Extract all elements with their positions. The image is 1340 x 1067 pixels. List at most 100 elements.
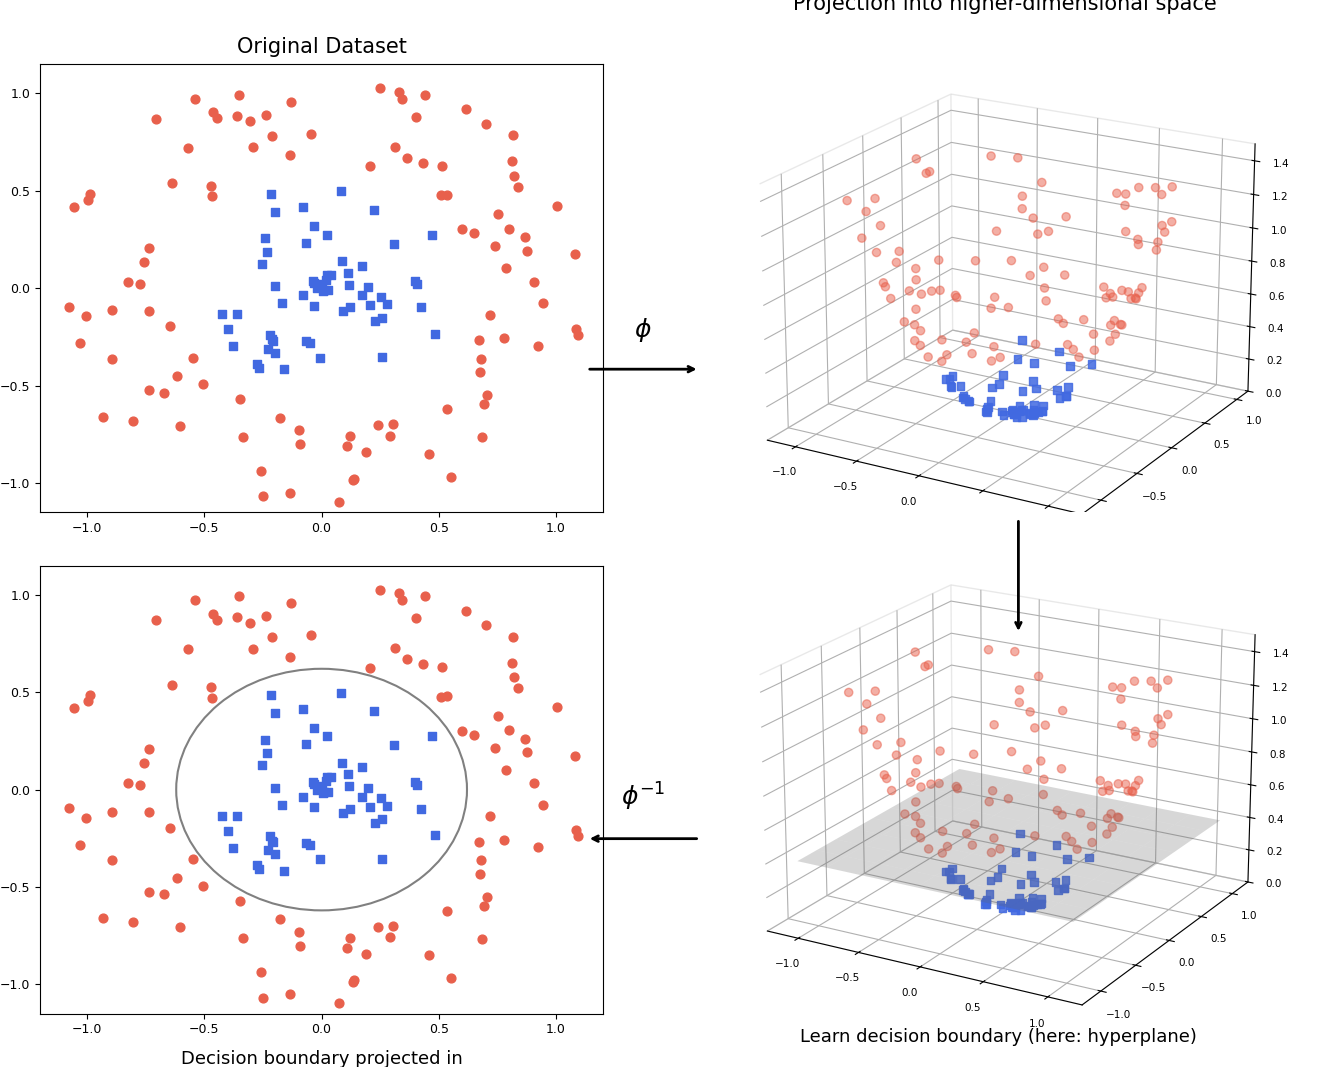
Point <box>310 850 331 867</box>
Point <box>249 462 271 479</box>
Point <box>222 840 244 857</box>
Point <box>239 615 260 632</box>
Point <box>312 283 334 300</box>
Point <box>193 877 214 894</box>
Point <box>452 722 473 739</box>
Point <box>371 309 393 327</box>
Point <box>201 689 222 706</box>
Point <box>138 883 159 901</box>
Point <box>405 774 426 791</box>
Point <box>259 327 280 344</box>
Point <box>330 182 351 200</box>
Point <box>202 103 224 121</box>
Point <box>76 307 98 324</box>
Point <box>363 703 385 720</box>
Point <box>247 355 268 372</box>
Point <box>502 168 524 185</box>
Point <box>92 408 114 425</box>
Point <box>264 779 285 796</box>
Point <box>212 808 233 825</box>
Point <box>260 687 281 704</box>
Point <box>247 857 268 874</box>
Point <box>411 800 433 817</box>
Point <box>292 198 314 216</box>
Point <box>406 275 427 292</box>
Point <box>279 986 300 1003</box>
Point <box>311 777 332 794</box>
Point <box>233 428 255 445</box>
Point <box>252 989 273 1006</box>
Point <box>316 267 338 284</box>
Point <box>338 766 359 783</box>
Point <box>59 800 80 817</box>
Point <box>226 609 248 626</box>
Point <box>430 187 452 204</box>
Point <box>256 608 277 625</box>
Point <box>441 468 462 485</box>
Point <box>79 186 100 203</box>
Point <box>488 707 509 724</box>
Point <box>484 238 505 255</box>
Point <box>358 278 379 296</box>
Point <box>154 384 176 401</box>
Point <box>304 218 326 235</box>
Point <box>239 113 260 130</box>
Point <box>498 721 520 738</box>
Point <box>122 913 143 930</box>
Point <box>76 809 98 826</box>
Point <box>414 588 436 605</box>
Point <box>397 651 418 668</box>
Point <box>318 783 339 800</box>
Point <box>411 656 433 673</box>
Point <box>261 832 283 849</box>
Point <box>303 774 324 791</box>
Point <box>425 325 446 343</box>
Point <box>229 391 251 408</box>
Point <box>502 669 524 686</box>
Point <box>328 994 350 1012</box>
Point <box>437 401 458 418</box>
Point <box>527 337 548 354</box>
Point <box>228 86 249 103</box>
Point <box>568 327 590 344</box>
Point <box>515 228 536 245</box>
Point <box>470 350 492 367</box>
Point <box>406 777 427 794</box>
Point <box>248 360 269 377</box>
Point <box>303 274 324 291</box>
Point <box>226 108 248 125</box>
Point <box>493 330 515 347</box>
Point <box>464 726 485 743</box>
Point <box>523 775 544 792</box>
Point <box>391 91 413 108</box>
Point <box>202 605 224 622</box>
Point <box>342 973 363 990</box>
Point <box>568 828 590 845</box>
Point <box>257 842 279 859</box>
Point <box>383 235 405 252</box>
Point <box>256 107 277 124</box>
Point <box>328 493 350 510</box>
Point <box>255 731 276 748</box>
Point <box>138 740 159 758</box>
Point <box>310 349 331 366</box>
Point <box>259 828 280 845</box>
Point <box>273 361 295 378</box>
Point <box>299 837 320 854</box>
Point <box>564 245 586 262</box>
Point <box>255 229 276 246</box>
Point <box>271 796 292 813</box>
Point <box>369 80 390 97</box>
Point <box>243 640 264 657</box>
Point <box>418 445 440 462</box>
Point <box>397 149 418 166</box>
Point <box>316 768 338 785</box>
Point <box>547 699 568 716</box>
Point <box>508 178 529 195</box>
Point <box>133 254 154 271</box>
Point <box>256 745 277 762</box>
Point <box>193 376 214 393</box>
Point <box>498 220 520 237</box>
Point <box>318 282 339 299</box>
Text: Learn decision boundary (here: hyperplane): Learn decision boundary (here: hyperplan… <box>800 1028 1197 1046</box>
